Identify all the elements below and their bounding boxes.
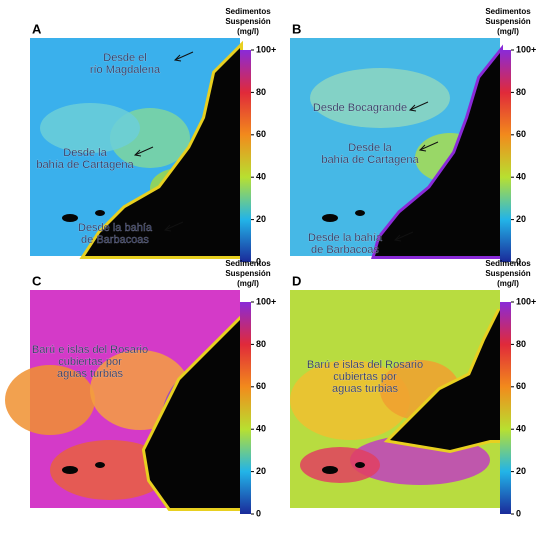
arrow xyxy=(174,51,194,61)
map-plume xyxy=(290,360,410,440)
colorbar-tick-label: 60 xyxy=(516,381,526,391)
panel: BSedimentosSuspensión(mg/l)020406080100+… xyxy=(290,7,536,266)
map-plume xyxy=(40,103,140,153)
annotation: aguas turbias xyxy=(332,383,399,395)
annotation: río Magdalena xyxy=(90,64,161,76)
colorbar-tick-label: 20 xyxy=(256,214,266,224)
colorbar-tick-label: 80 xyxy=(256,87,266,97)
map-island xyxy=(95,210,105,216)
colorbar-title: (mg/l) xyxy=(497,279,519,288)
colorbar-title: (mg/l) xyxy=(237,279,259,288)
arrow-head xyxy=(408,104,417,112)
colorbar-tick-label: 80 xyxy=(256,339,266,349)
colorbar-tick-label: 0 xyxy=(516,256,521,266)
annotation: Barú e islas del Rosario xyxy=(307,359,423,371)
annotation: Barú e islas del Rosario xyxy=(32,344,148,356)
map-island xyxy=(322,466,338,474)
map-plume xyxy=(300,447,380,483)
colorbar-tick-label: 40 xyxy=(516,424,526,434)
arrow xyxy=(164,221,184,231)
colorbar-title: (mg/l) xyxy=(237,27,259,36)
colorbar xyxy=(500,302,511,514)
annotation: aguas turbias xyxy=(57,368,124,380)
colorbar-tick-label: 40 xyxy=(256,424,266,434)
colorbar-title: Suspensión xyxy=(485,269,530,278)
map-land xyxy=(375,53,500,256)
colorbar-tick-label: 40 xyxy=(256,172,266,182)
colorbar-title: (mg/l) xyxy=(497,27,519,36)
colorbar-title: Suspensión xyxy=(485,17,530,26)
map-land xyxy=(85,48,240,256)
colorbar xyxy=(240,50,251,262)
colorbar-tick-label: 100+ xyxy=(256,44,276,54)
colorbar-tick-label: 100+ xyxy=(516,44,536,54)
panel-label: C xyxy=(32,273,42,288)
annotation: Desde el xyxy=(103,52,146,64)
colorbar-title: Sedimentos xyxy=(485,7,531,16)
annotation: Desde la bahía xyxy=(78,222,153,234)
map-island xyxy=(62,466,78,474)
colorbar-title: Sedimentos xyxy=(225,259,271,268)
colorbar-tick-label: 60 xyxy=(516,129,526,139)
arrow-head xyxy=(163,224,172,232)
colorbar-tick-label: 20 xyxy=(516,214,526,224)
map-plume xyxy=(5,365,95,435)
map-island xyxy=(355,210,365,216)
arrow xyxy=(134,146,154,156)
annotation: bahía de Cartagena xyxy=(36,159,134,171)
annotation: de Barbacoas xyxy=(311,244,379,256)
colorbar-title: Sedimentos xyxy=(225,7,271,16)
map-plume xyxy=(310,68,450,128)
annotation: de Barbacoas xyxy=(81,234,149,246)
colorbar-tick-label: 0 xyxy=(256,508,261,518)
arrow-head xyxy=(173,54,182,62)
colorbar-tick-label: 100+ xyxy=(516,296,536,306)
annotation: Desde la xyxy=(348,142,392,154)
annotation: cubiertas por xyxy=(333,371,397,383)
annotation: bahía de Cartagena xyxy=(321,154,419,166)
colorbar-tick-label: 80 xyxy=(516,87,526,97)
annotation: cubiertas por xyxy=(58,356,122,368)
map-island xyxy=(62,214,78,222)
colorbar xyxy=(240,302,251,514)
colorbar-title: Suspensión xyxy=(225,17,270,26)
colorbar-tick-label: 0 xyxy=(256,256,261,266)
arrow xyxy=(419,141,439,151)
colorbar-tick-label: 60 xyxy=(256,129,266,139)
map-island xyxy=(355,462,365,468)
colorbar-tick-label: 20 xyxy=(256,466,266,476)
colorbar-title: Suspensión xyxy=(225,269,270,278)
colorbar-tick-label: 20 xyxy=(516,466,526,476)
colorbar-tick-label: 40 xyxy=(516,172,526,182)
panel: ASedimentosSuspensión(mg/l)020406080100+… xyxy=(30,7,276,266)
map-land xyxy=(145,320,240,508)
map-island xyxy=(95,462,105,468)
panel-label: B xyxy=(292,21,301,36)
panel-label: D xyxy=(292,273,301,288)
colorbar-tick-label: 100+ xyxy=(256,296,276,306)
colorbar-tick-label: 60 xyxy=(256,381,266,391)
annotation: Desde la xyxy=(63,147,107,159)
colorbar-title: Sedimentos xyxy=(485,259,531,268)
arrow-head xyxy=(133,149,142,157)
annotation: Desde Bocagrande xyxy=(313,102,407,114)
panel-label: A xyxy=(32,21,42,36)
arrow xyxy=(394,231,414,241)
colorbar-tick-label: 0 xyxy=(516,508,521,518)
map-land xyxy=(390,310,500,450)
colorbar-tick-label: 80 xyxy=(516,339,526,349)
annotation: Desde la bahía xyxy=(308,232,383,244)
arrow-head xyxy=(393,234,402,242)
arrow-head xyxy=(418,144,427,152)
colorbar xyxy=(500,50,511,262)
arrow xyxy=(409,101,429,111)
map-island xyxy=(322,214,338,222)
map-plume xyxy=(50,440,170,500)
